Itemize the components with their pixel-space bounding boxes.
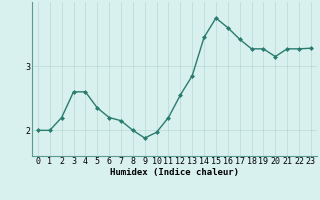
X-axis label: Humidex (Indice chaleur): Humidex (Indice chaleur) <box>110 168 239 177</box>
